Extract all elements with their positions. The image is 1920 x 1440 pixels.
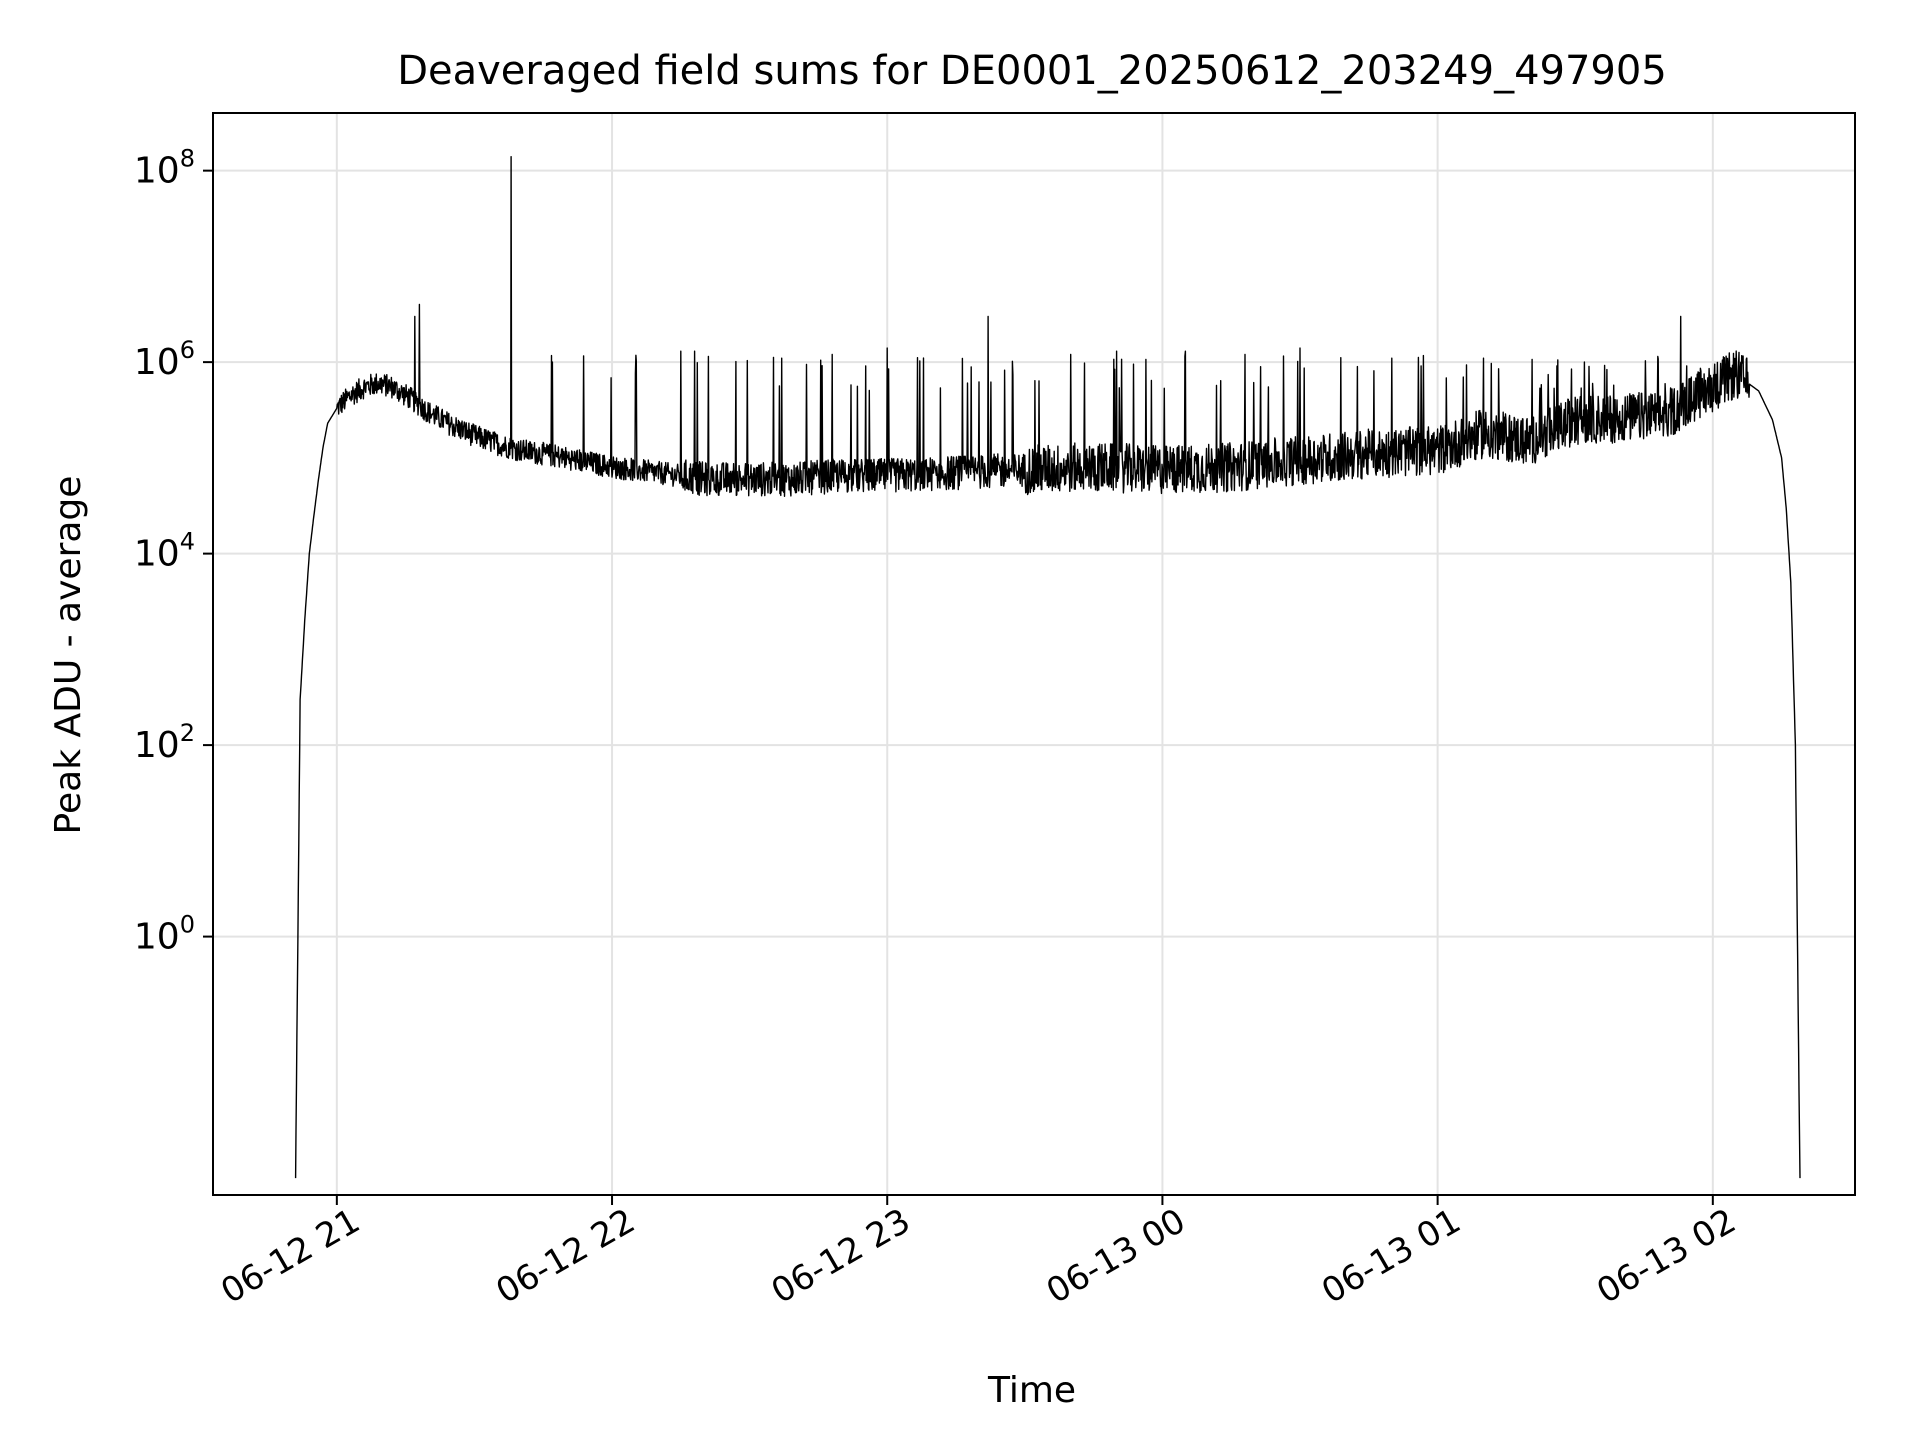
y-tick-label-exponent: 8 bbox=[180, 145, 195, 173]
y-tick-label: 104 bbox=[134, 528, 195, 575]
y-tick-label-exponent: 4 bbox=[180, 528, 195, 556]
y-tick-label-base: 10 bbox=[134, 151, 180, 192]
series-line bbox=[294, 156, 1801, 1179]
y-tick-label-exponent: 2 bbox=[180, 719, 195, 747]
y-tick-label: 102 bbox=[134, 719, 195, 766]
x-axis-label: Time bbox=[987, 1370, 1076, 1411]
y-axis-label: Peak ADU - average bbox=[48, 476, 89, 835]
chart-title: Deaveraged field sums for DE0001_2025061… bbox=[397, 48, 1667, 94]
y-tick-label-exponent: 0 bbox=[180, 911, 195, 939]
plot-frame bbox=[212, 112, 1856, 1196]
y-tick-label: 100 bbox=[134, 911, 195, 958]
y-tick-label-exponent: 6 bbox=[180, 336, 195, 364]
y-tick-label: 108 bbox=[134, 145, 195, 192]
y-tick-label-base: 10 bbox=[134, 534, 180, 575]
y-tick-label-base: 10 bbox=[134, 917, 180, 958]
grid bbox=[213, 113, 1855, 1195]
y-tick-label: 106 bbox=[134, 336, 195, 383]
y-tick-label-base: 10 bbox=[134, 725, 180, 766]
y-tick-label-base: 10 bbox=[134, 342, 180, 383]
series-layer bbox=[294, 156, 1801, 1179]
